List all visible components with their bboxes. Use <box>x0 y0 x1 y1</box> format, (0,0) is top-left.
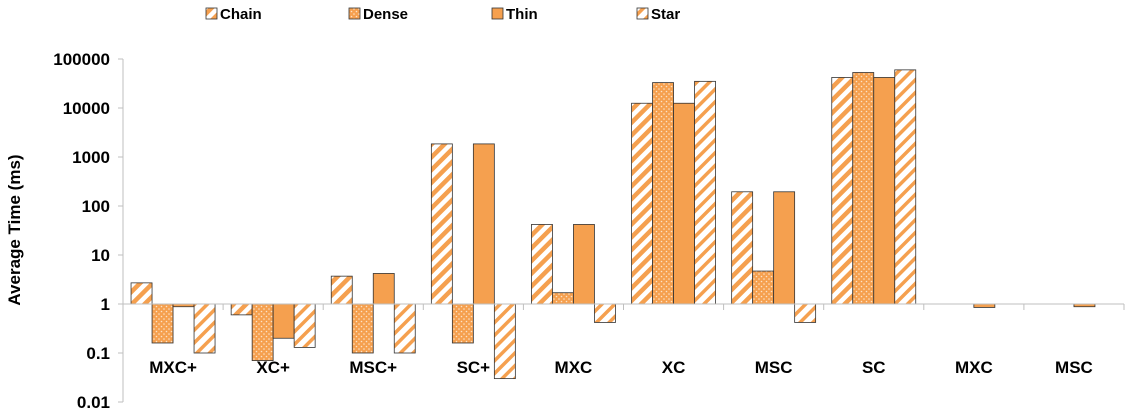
category-labels: MXC+ XC+ MSC+ SC+ MXC XC MSC SC MXC MSC <box>149 358 1093 377</box>
bar-star <box>694 80 716 305</box>
bar-chain <box>731 191 754 305</box>
bar-star <box>794 303 817 323</box>
bar-dense <box>151 303 174 344</box>
bar-chain <box>330 275 353 305</box>
category-label: XC+ <box>256 358 290 377</box>
legend-label-thin: Thin <box>506 6 538 23</box>
bar-star <box>393 303 416 354</box>
bar-star <box>293 303 316 348</box>
bar-dense <box>251 303 274 361</box>
category-label: SC <box>862 358 886 377</box>
y-tick-label: 0.01 <box>77 393 110 412</box>
legend-label-dense: Dense <box>363 6 408 23</box>
bar-thin <box>472 143 495 305</box>
bar-chain <box>430 143 453 305</box>
bar-thin <box>973 303 996 308</box>
bar-star <box>594 303 616 323</box>
y-tick-label: 100 <box>82 197 110 216</box>
category-label: SC+ <box>457 358 491 377</box>
bar-dense <box>752 270 775 305</box>
bar-thin <box>773 191 796 305</box>
category-label: MSC <box>755 358 793 377</box>
bar-thin <box>873 77 896 305</box>
y-tick-label: 0.1 <box>86 344 110 363</box>
category-label: MXC <box>955 358 993 377</box>
category-label: MSC <box>1055 358 1093 377</box>
bar-star <box>894 69 917 305</box>
bar-dense <box>451 303 474 344</box>
bar-dense <box>852 72 875 305</box>
y-axis: 0.01 0.1 1 10 100 1000 10000 100000 <box>53 50 124 412</box>
bar-thin <box>673 102 695 305</box>
bar-thin <box>272 303 295 339</box>
category-label: MXC <box>555 358 593 377</box>
bar-star <box>493 303 516 380</box>
bar-chain <box>631 102 653 305</box>
category-label: MXC+ <box>149 358 197 377</box>
bar-dense <box>552 292 574 305</box>
legend-label-chain: Chain <box>220 6 262 23</box>
bar-dense <box>652 82 674 305</box>
y-tick-label: 1 <box>101 295 110 314</box>
bar-chain <box>230 303 253 316</box>
bar-chain <box>130 282 153 305</box>
bar-chain <box>531 224 553 305</box>
category-label: XC <box>662 358 686 377</box>
bar-star <box>193 303 216 354</box>
bar-thin <box>573 224 595 305</box>
bar-thin <box>372 273 395 305</box>
bar-chain <box>831 77 854 305</box>
bars <box>130 69 1096 380</box>
legend: Chain Dense Thin Star <box>205 6 680 23</box>
y-axis-label: Average Time (ms) <box>5 154 24 305</box>
y-tick-label: 10000 <box>63 99 110 118</box>
y-tick-label: 100000 <box>53 50 110 69</box>
y-tick-label: 1000 <box>72 148 110 167</box>
legend-swatch-chain <box>205 7 218 20</box>
y-tick-label: 10 <box>91 246 110 265</box>
legend-label-star: Star <box>651 6 680 23</box>
baseline-axis <box>122 303 1125 310</box>
legend-swatch-star <box>636 7 649 20</box>
bar-dense <box>351 303 374 354</box>
legend-swatch-thin <box>491 7 504 20</box>
category-label: MSC+ <box>349 358 397 377</box>
legend-swatch-dense <box>348 7 361 20</box>
